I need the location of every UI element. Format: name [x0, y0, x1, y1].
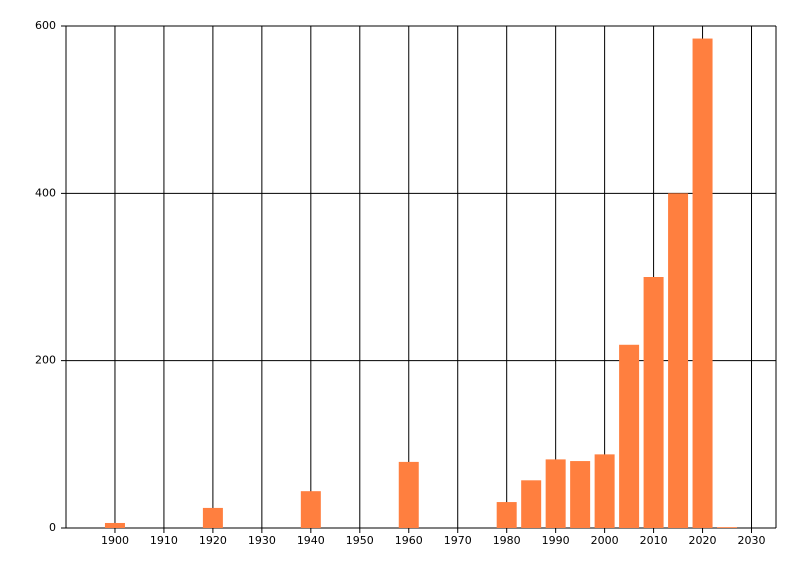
x-tick-label: 1940	[297, 534, 325, 547]
bar	[202, 507, 223, 528]
x-tick-label: 1950	[346, 534, 374, 547]
bar	[717, 527, 738, 528]
bar	[104, 522, 125, 528]
y-tick-label: 400	[35, 186, 56, 199]
bar	[668, 193, 689, 529]
x-tick-label: 2020	[689, 534, 717, 547]
x-tick-label: 1900	[101, 534, 129, 547]
x-tick-label: 1980	[493, 534, 521, 547]
bar	[570, 461, 591, 528]
bar	[521, 480, 542, 528]
bar	[643, 277, 664, 528]
x-tick-label: 1910	[150, 534, 178, 547]
x-tick-label: 1930	[248, 534, 276, 547]
x-tick-label: 1920	[199, 534, 227, 547]
bar	[496, 502, 517, 528]
bar	[594, 454, 615, 528]
y-tick-label: 0	[49, 521, 56, 534]
x-tick-label: 2030	[738, 534, 766, 547]
x-tick-label: 1960	[395, 534, 423, 547]
y-tick-label: 600	[35, 19, 56, 32]
bar	[545, 459, 566, 528]
x-tick-label: 2000	[591, 534, 619, 547]
x-tick-label: 1990	[542, 534, 570, 547]
y-tick-label: 200	[35, 354, 56, 367]
bar	[300, 491, 321, 528]
bar	[692, 38, 713, 529]
bar	[619, 344, 640, 528]
x-tick-label: 2010	[640, 534, 668, 547]
bar	[398, 461, 419, 528]
x-tick-label: 1970	[444, 534, 472, 547]
